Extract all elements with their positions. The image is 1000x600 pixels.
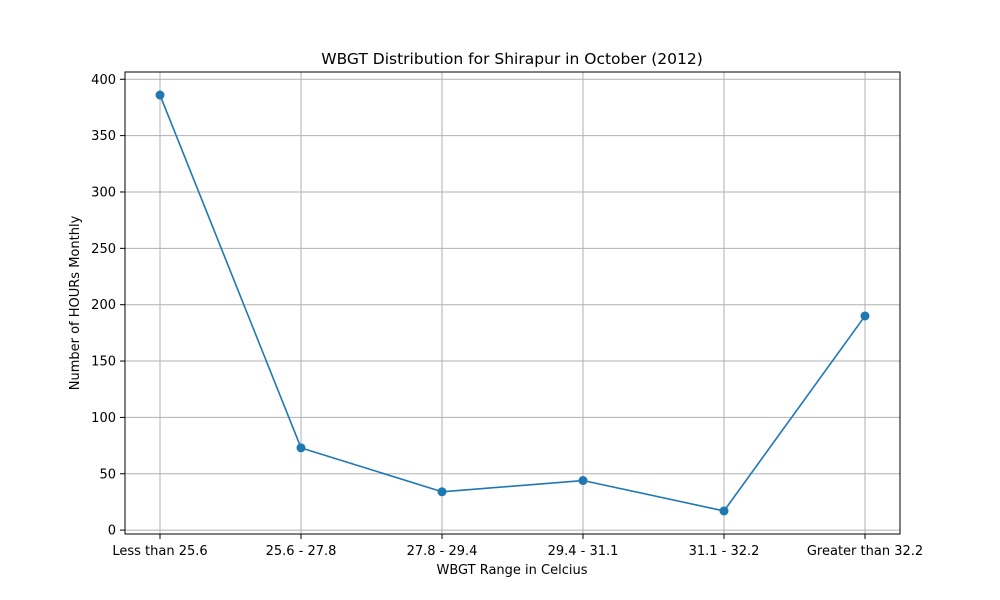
y-tick-label: 400 [91, 73, 116, 88]
y-tick-label: 350 [91, 129, 116, 144]
y-tick-label: 100 [91, 411, 116, 426]
y-tick-label: 250 [91, 242, 116, 257]
y-tick-label: 300 [91, 185, 116, 200]
series-layer [155, 90, 870, 516]
y-tick-label: 0 [108, 524, 116, 539]
x-tick-label: Greater than 32.2 [807, 544, 923, 559]
x-tick-label: 29.4 - 31.1 [548, 544, 619, 559]
y-tick-label: 200 [91, 298, 116, 313]
chart-title: WBGT Distribution for Shirapur in Octobe… [321, 50, 703, 68]
y-axis-title: Number of HOURs Monthly [68, 215, 83, 390]
data-point [719, 506, 729, 516]
grid [125, 72, 900, 534]
data-point [437, 487, 447, 497]
x-tick-label: 27.8 - 29.4 [407, 544, 478, 559]
data-point [860, 311, 870, 321]
series-line [159, 94, 866, 512]
data-point [155, 90, 165, 100]
y-tick-label: 50 [99, 467, 116, 482]
y-tick-label: 150 [91, 355, 116, 370]
data-point [296, 443, 306, 453]
x-tick-label: 25.6 - 27.8 [266, 544, 337, 559]
data-point [578, 476, 588, 486]
x-tick-label: 31.1 - 32.2 [689, 544, 760, 559]
x-tick-label: Less than 25.6 [112, 544, 207, 559]
ticks: Less than 25.6 25.6 - 27.8 27.8 - 29.4 29.4… [91, 73, 923, 559]
x-axis-title: WBGT Range in Celcius [436, 563, 587, 578]
plot-frame [124, 71, 901, 535]
